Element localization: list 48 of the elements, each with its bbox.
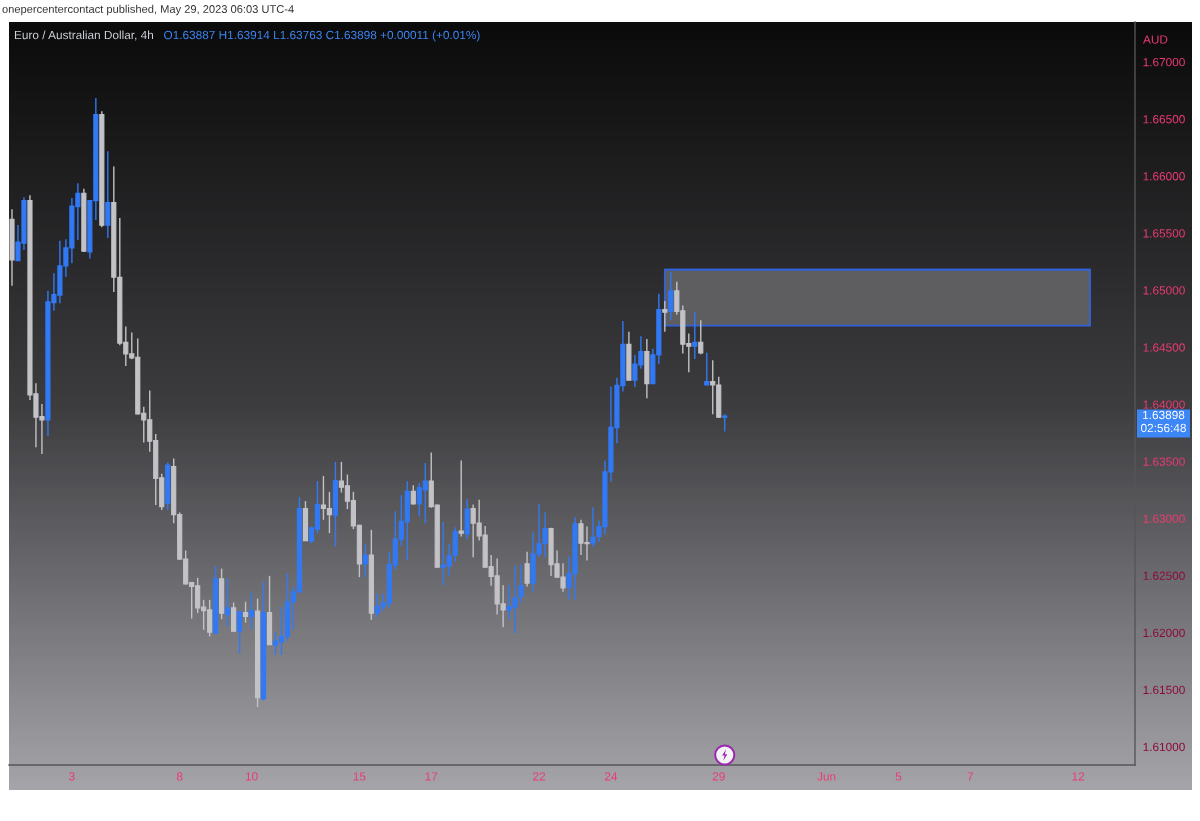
candlestick	[698, 319, 704, 355]
candlestick	[518, 563, 524, 604]
text: onepercentercontact published, May 29, 2023 06:03 UTC-4	[2, 4, 294, 16]
text: 02:56:48	[1140, 423, 1186, 433]
candlestick	[105, 150, 111, 239]
text: 1.63898	[1143, 410, 1185, 420]
x-tick-label: 3	[69, 772, 75, 781]
y-tick-label: 1.65500	[1143, 229, 1185, 238]
candlestick	[692, 311, 698, 360]
x-tick-label: 5	[895, 772, 902, 781]
x-tick-label: 12	[1072, 772, 1085, 781]
candlestick	[668, 271, 674, 321]
candlestick	[410, 484, 416, 506]
candlestick	[231, 601, 237, 633]
y-tick-label: 1.66000	[1143, 172, 1185, 181]
x-tick-label: 22	[533, 772, 546, 781]
y-tick-label: 1.63500	[1143, 457, 1185, 466]
candlestick	[225, 577, 231, 628]
x-tick-label: 17	[425, 772, 438, 781]
x-tick-label: 29	[712, 772, 725, 781]
x-tick-label: 24	[604, 772, 618, 781]
candlestick	[236, 611, 243, 654]
y-tick-label: 1.67000	[1143, 57, 1185, 67]
y-tick-label: 1.66500	[1143, 115, 1185, 124]
y-tick-label: 1.64000	[1143, 400, 1185, 409]
candlestick	[662, 300, 668, 333]
candlestick	[590, 506, 596, 548]
candlestick	[248, 591, 255, 630]
y-tick-label: 1.62000	[1143, 628, 1185, 637]
y-tick-label: 1.62500	[1143, 571, 1185, 580]
candlestick	[524, 551, 530, 588]
x-tick-label: 8	[176, 772, 183, 781]
x-tick-label: Jun	[817, 772, 836, 781]
text: O1.63887 H1.63914 L1.63763 C1.63898 +0.00011 (+0.01%)	[164, 30, 480, 42]
candlestick	[704, 352, 710, 387]
y-tick-label: 1.61500	[1143, 685, 1185, 695]
candlestick	[242, 601, 249, 624]
text: Euro / Australian Dollar, 4h	[14, 30, 154, 41]
y-tick-label: 1.65000	[1143, 286, 1185, 295]
x-tick-label: 7	[967, 772, 973, 781]
candlestick	[362, 543, 368, 578]
y-tick-label: 1.63000	[1143, 514, 1185, 523]
candlestick	[458, 459, 464, 538]
y-tick-label: 1.61000	[1143, 742, 1185, 752]
y-tick-label: 1.64500	[1143, 343, 1185, 352]
x-tick-label: 10	[245, 772, 258, 781]
y-axis-title: AUD	[1143, 35, 1168, 44]
x-tick-label: 15	[353, 772, 366, 781]
